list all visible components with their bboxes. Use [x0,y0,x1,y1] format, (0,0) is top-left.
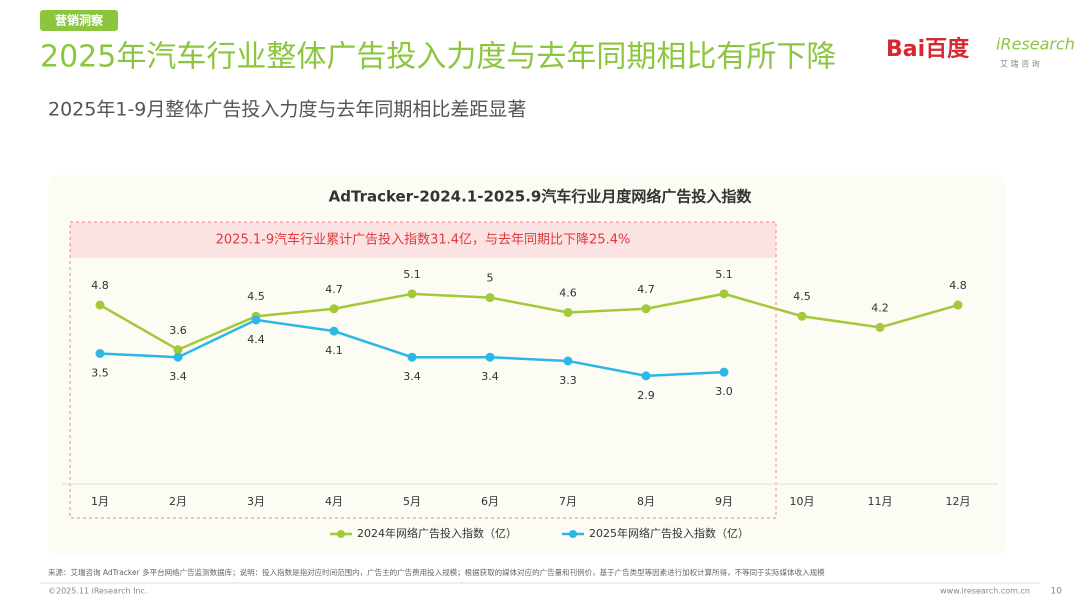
value-label: 4.1 [325,344,343,357]
subtitle: 2025年1-9月整体广告投入力度与去年同期相比差距显著 [48,99,526,121]
point [563,356,573,366]
x-tick-label: 1月 [91,495,109,508]
point [797,311,807,321]
x-tick-label: 3月 [247,495,265,508]
point [719,289,729,299]
value-label: 4.5 [793,290,811,303]
value-label: 4.7 [637,283,655,296]
point [329,304,339,314]
point [875,322,885,332]
value-label: 3.6 [169,324,187,337]
value-label: 3.3 [559,374,577,387]
page-number: 10 [1051,587,1063,597]
url: www.iresearch.com.cn [940,587,1030,596]
legend-label: 2024年网络广告投入指数（亿） [357,526,517,540]
logo-iresearch-cn: 艾 瑞 咨 询 [1000,59,1040,69]
x-tick-label: 5月 [403,495,421,508]
logo-iresearch: iResearch [996,35,1075,54]
annotation: 2025.1-9汽车行业累计广告投入指数31.4亿，与去年同期比下降25.4% [216,232,631,248]
x-tick-label: 10月 [790,495,815,508]
point [407,289,417,299]
value-label: 5.1 [715,268,733,281]
x-tick-label: 7月 [559,495,577,508]
legend-marker [569,530,577,538]
value-label: 4.4 [247,333,265,346]
value-label: 5.1 [403,268,421,281]
point [173,345,183,355]
point [719,367,729,377]
value-label: 4.6 [559,286,577,299]
logo-baidu: Bai百度 [886,36,970,62]
value-label: 4.8 [91,279,109,292]
x-tick-label: 4月 [325,495,343,508]
x-tick-label: 2月 [169,495,187,508]
point [485,352,495,362]
value-label: 4.2 [871,301,889,314]
value-label: 3.5 [91,367,109,380]
point [95,349,105,358]
legend-label: 2025年网络广告投入指数（亿） [589,526,749,540]
point [407,352,417,362]
point [95,300,105,310]
point [173,352,183,362]
value-label: 3.4 [403,370,421,383]
copyright: ©2025.11 iResearch Inc. [48,587,147,596]
tag-box [40,10,118,31]
annotation-band [70,222,776,258]
value-label: 5 [487,272,494,285]
point [329,326,339,336]
legend-marker [337,530,345,538]
point [485,293,495,303]
point [251,315,261,325]
slide-title: 2025年汽车行业整体广告投入力度与去年同期相比有所下降 [40,40,836,75]
value-label: 4.8 [949,279,967,292]
x-tick-label: 9月 [715,495,733,508]
value-label: 3.4 [169,370,187,383]
x-tick-label: 11月 [868,495,893,508]
x-tick-label: 12月 [946,495,971,508]
value-label: 2.9 [637,389,655,402]
x-tick-label: 6月 [481,495,499,508]
value-label: 4.7 [325,283,343,296]
series-line [99,292,959,352]
annotation-box [69,221,777,519]
x-tick-label: 8月 [637,495,655,508]
point [563,307,573,317]
value-label: 4.5 [247,290,265,303]
point [641,371,651,381]
tag: 营销洞察 [55,13,104,28]
chart-title: AdTracker-2024.1-2025.9汽车行业月度网络广告投入指数 [329,188,753,206]
point [641,304,651,314]
chart-card [48,175,1006,555]
point [953,300,963,310]
value-label: 3.0 [715,385,733,398]
source-note: 来源：艾瑞咨询 AdTracker 多平台网络广告监测数据库；说明：投入指数是指… [48,567,825,577]
value-label: 3.4 [481,370,499,383]
